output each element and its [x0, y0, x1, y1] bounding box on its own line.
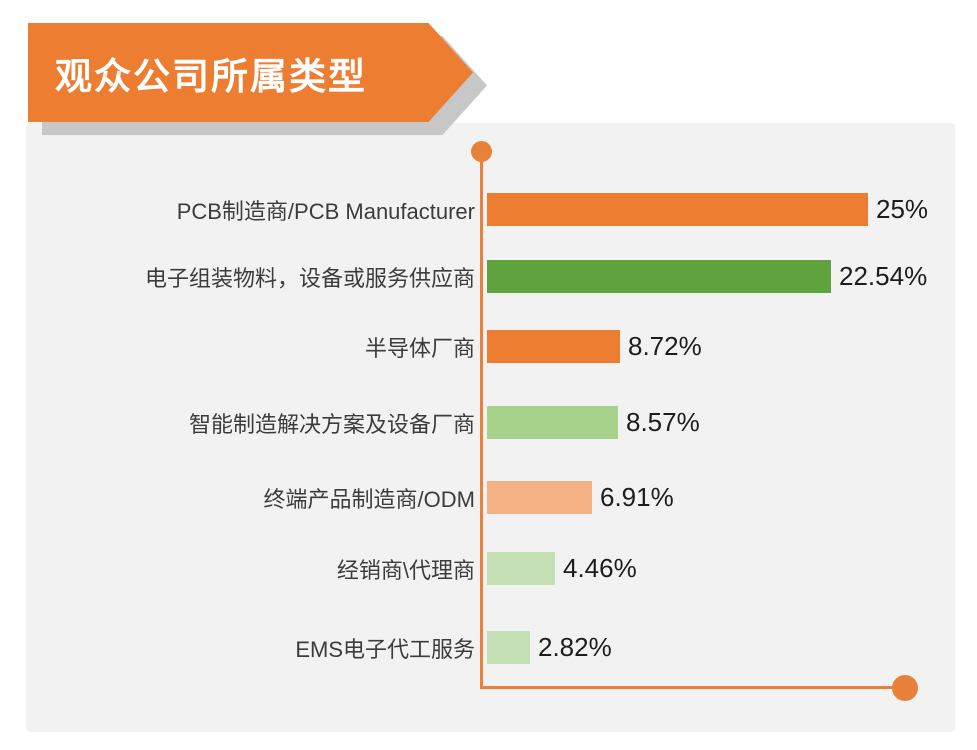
axis-end-dot — [892, 675, 918, 701]
category-label: 电子组装物料，设备或服务供应商 — [144, 265, 475, 291]
chart-panel: PCB制造商/PCB Manufacturer 25% 电子组装物料，设备或服务… — [26, 123, 955, 732]
chart-title: 观众公司所属类型 — [55, 55, 367, 97]
bar — [487, 552, 555, 585]
axis-top-dot — [471, 141, 492, 162]
vertical-axis-line — [480, 152, 483, 689]
chart-row: 半导体厂商 8.72% — [26, 330, 955, 363]
chart-row: PCB制造商/PCB Manufacturer 25% — [26, 193, 955, 226]
chart-row: 终端产品制造商/ODM 6.91% — [26, 481, 955, 514]
value-label: 2.82% — [538, 632, 612, 662]
horizontal-axis-line — [481, 686, 905, 689]
category-label: EMS电子代工服务 — [295, 636, 475, 662]
bar — [487, 406, 618, 439]
category-label: 终端产品制造商/ODM — [263, 486, 475, 512]
chart-row: EMS电子代工服务 2.82% — [26, 631, 955, 664]
bar — [487, 193, 868, 226]
value-label: 4.46% — [563, 553, 637, 583]
title-banner: 观众公司所属类型 — [28, 23, 473, 122]
value-label: 8.57% — [626, 407, 700, 437]
category-label: 经销商\代理商 — [336, 557, 475, 583]
bar — [487, 330, 620, 363]
category-label: PCB制造商/PCB Manufacturer — [176, 198, 475, 224]
value-label: 22.54% — [839, 261, 928, 291]
chart-row: 智能制造解决方案及设备厂商 8.57% — [26, 406, 955, 439]
value-label: 25% — [876, 194, 929, 224]
value-label: 6.91% — [600, 482, 674, 512]
chart-row: 电子组装物料，设备或服务供应商 22.54% — [26, 260, 955, 293]
category-label: 智能制造解决方案及设备厂商 — [188, 411, 475, 437]
value-label: 8.72% — [628, 331, 702, 361]
bar — [487, 631, 530, 664]
chart-row: 经销商\代理商 4.46% — [26, 552, 955, 585]
bar — [487, 260, 831, 293]
bar — [487, 481, 592, 514]
category-label: 半导体厂商 — [364, 335, 475, 361]
